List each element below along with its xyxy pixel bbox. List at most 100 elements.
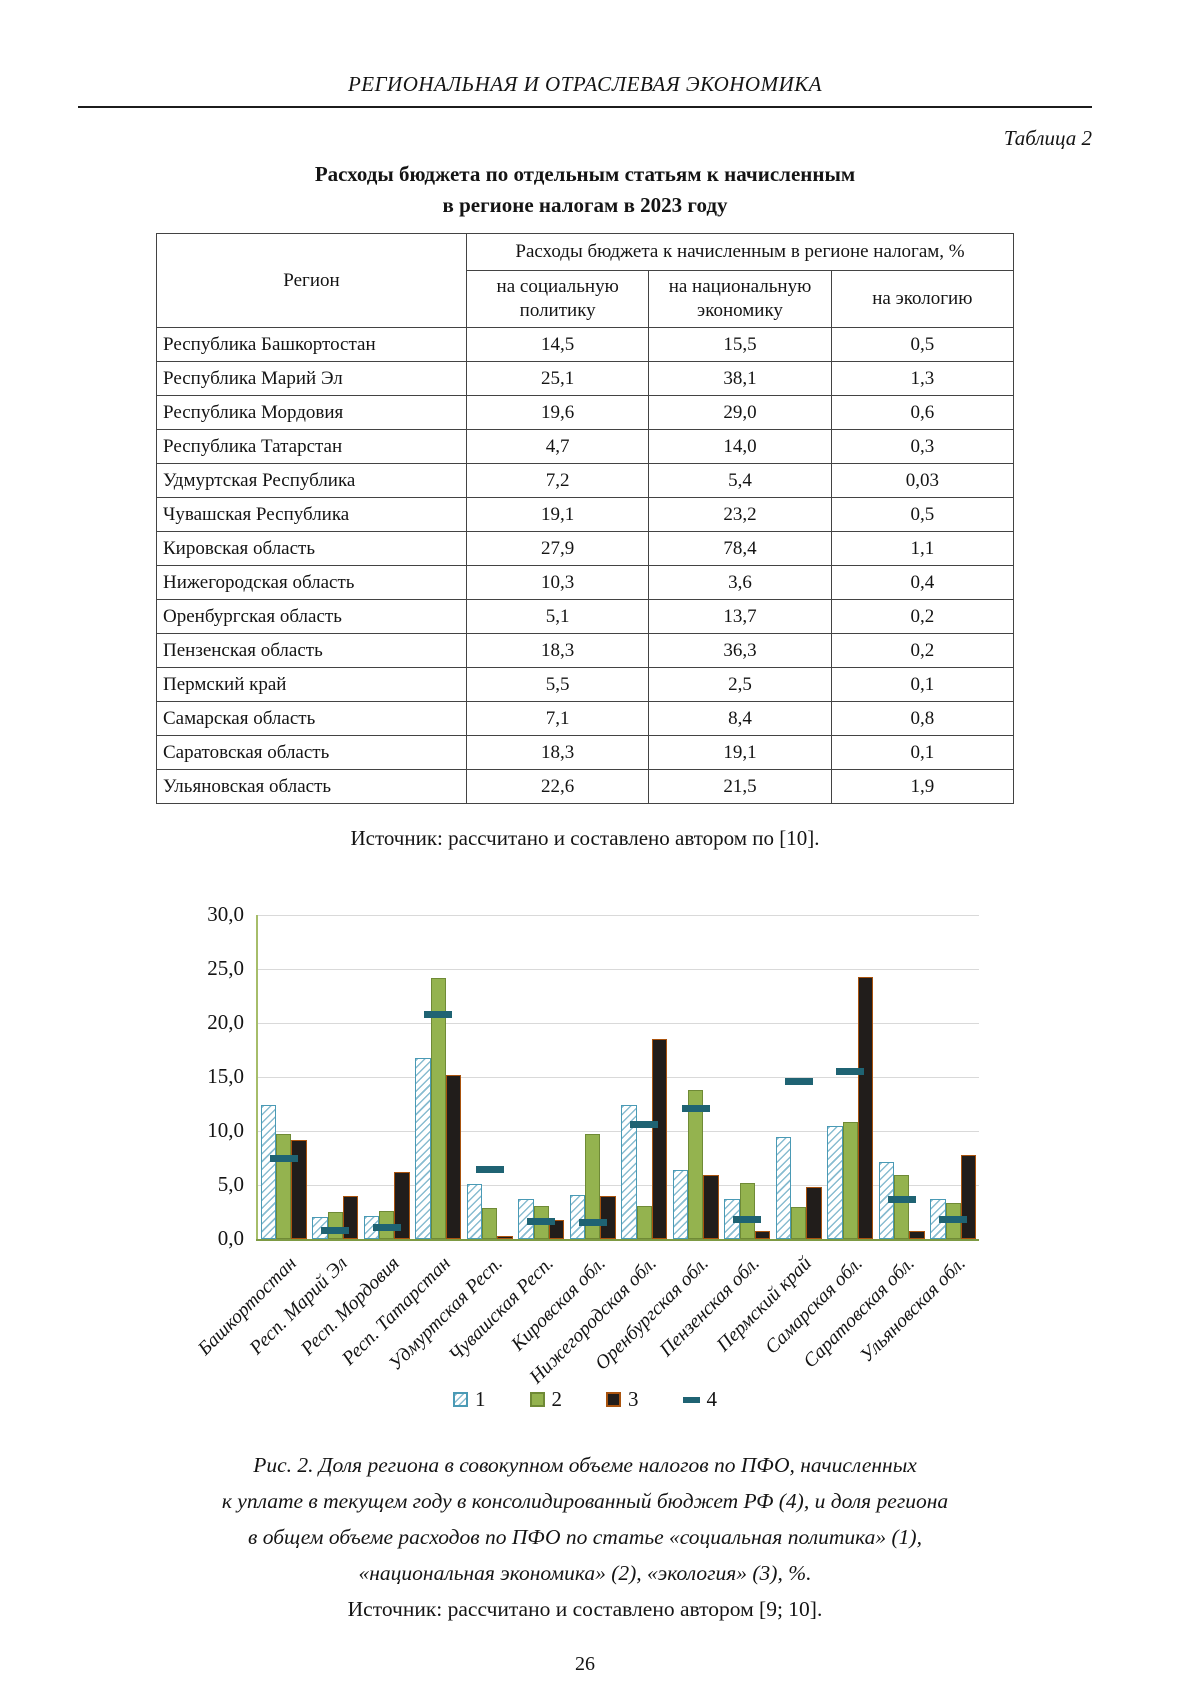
column-header-social: на социальную политику bbox=[465, 270, 650, 328]
legend-marker-icon bbox=[682, 1396, 700, 1403]
bar-series3 bbox=[445, 1074, 462, 1239]
bar-series1 bbox=[672, 1169, 689, 1239]
column-header-economy: на национальную экономику bbox=[648, 270, 832, 328]
caption-line: «национальная экономика» (2), «экология»… bbox=[358, 1561, 812, 1585]
dash-series4 bbox=[733, 1216, 762, 1224]
value-cell: 0,5 bbox=[830, 497, 1015, 532]
value-cell: 78,4 bbox=[648, 531, 832, 566]
legend-marker-icon bbox=[453, 1392, 468, 1407]
table-row: Республика Башкортостан 14,5 15,5 0,5 bbox=[156, 327, 1015, 362]
region-name-cell: Саратовская область bbox=[156, 735, 467, 770]
region-name-cell: Республика Татарстан bbox=[156, 429, 467, 464]
dash-series4 bbox=[269, 1154, 298, 1162]
table-title: Расходы бюджета по отдельным статьям к н… bbox=[78, 159, 1092, 221]
bar-series2 bbox=[276, 1134, 292, 1239]
dash-series4 bbox=[527, 1218, 556, 1226]
value-cell: 18,3 bbox=[465, 633, 650, 668]
dash-series4 bbox=[372, 1223, 401, 1231]
value-cell: 0,4 bbox=[830, 565, 1015, 600]
bar-series3 bbox=[857, 976, 874, 1239]
bar-series1 bbox=[415, 1057, 431, 1239]
region-name-cell: Нижегородская область bbox=[156, 565, 467, 600]
bar-series1 bbox=[827, 1125, 843, 1239]
chart-x-axis bbox=[256, 1239, 979, 1241]
dash-series4 bbox=[784, 1077, 813, 1085]
y-axis-tick-label: 25,0 bbox=[207, 956, 244, 980]
legend-marker-icon bbox=[529, 1392, 545, 1407]
region-name-cell: Удмуртская Республика bbox=[156, 463, 467, 498]
table-title-line1: Расходы бюджета по отдельным статьям к н… bbox=[314, 162, 856, 186]
legend-item-series3: 3 bbox=[606, 1387, 639, 1412]
table-row: Самарская область 7,1 8,4 0,8 bbox=[156, 701, 1015, 736]
y-axis-tick-label: 30,0 bbox=[207, 902, 244, 926]
budget-expense-table: Регион Расходы бюджета к начисленным в р… bbox=[156, 233, 1015, 804]
value-cell: 23,2 bbox=[648, 497, 832, 532]
region-name-cell: Пермский край bbox=[156, 667, 467, 702]
dash-series4 bbox=[939, 1216, 968, 1224]
bar-series3 bbox=[497, 1235, 513, 1239]
dash-series4 bbox=[424, 1010, 453, 1018]
table-row: Республика Мордовия 19,6 29,0 0,6 bbox=[156, 395, 1015, 430]
bar-series3 bbox=[291, 1139, 307, 1239]
value-cell: 19,1 bbox=[465, 497, 650, 532]
table-row: Пензенская область 18,3 36,3 0,2 bbox=[156, 633, 1015, 668]
bar-series3 bbox=[754, 1231, 771, 1239]
value-cell: 1,1 bbox=[830, 531, 1015, 566]
bar-series2 bbox=[842, 1122, 858, 1239]
value-cell: 27,9 bbox=[465, 531, 650, 566]
bar-series1 bbox=[569, 1194, 586, 1239]
bar-series2 bbox=[688, 1089, 704, 1239]
value-cell: 0,03 bbox=[830, 463, 1015, 498]
value-cell: 7,1 bbox=[465, 701, 650, 736]
legend-item-series1: 1 bbox=[453, 1387, 486, 1412]
region-name-cell: Республика Марий Эл bbox=[156, 361, 467, 396]
table-row: Нижегородская область 10,3 3,6 0,4 bbox=[156, 565, 1015, 600]
journal-section-header: РЕГИОНАЛЬНАЯ И ОТРАСЛЕВАЯ ЭКОНОМИКА bbox=[347, 72, 823, 96]
bar-series2 bbox=[327, 1212, 343, 1239]
y-axis-tick-label: 5,0 bbox=[217, 1172, 244, 1196]
figure-source-note: Источник: рассчитано и составлено авторо… bbox=[347, 1597, 823, 1621]
dash-series4 bbox=[475, 1166, 504, 1174]
value-cell: 18,3 bbox=[465, 735, 650, 770]
bar-series1 bbox=[466, 1183, 483, 1239]
bar-series1 bbox=[363, 1216, 380, 1239]
value-cell: 14,5 bbox=[465, 327, 650, 362]
bar-series2 bbox=[894, 1175, 910, 1239]
dash-series4 bbox=[578, 1219, 607, 1227]
table-row: Оренбургская область 5,1 13,7 0,2 bbox=[156, 599, 1015, 634]
y-axis-tick-label: 10,0 bbox=[207, 1118, 244, 1142]
caption-line: к уплате в текущем году в консолидирован… bbox=[221, 1489, 949, 1513]
value-cell: 0,6 bbox=[830, 395, 1015, 430]
value-cell: 3,6 bbox=[648, 565, 832, 600]
table-source-note: Источник: рассчитано и составлено авторо… bbox=[350, 826, 820, 850]
value-cell: 15,5 bbox=[648, 327, 832, 362]
y-axis-tick-label: 20,0 bbox=[207, 1010, 244, 1034]
legend-marker-icon bbox=[606, 1392, 621, 1407]
table-row: Кировская область 27,9 78,4 1,1 bbox=[156, 531, 1015, 566]
value-cell: 4,7 bbox=[465, 429, 650, 464]
table-row: Республика Татарстан 4,7 14,0 0,3 bbox=[156, 429, 1015, 464]
region-name-cell: Республика Мордовия bbox=[156, 395, 467, 430]
value-cell: 36,3 bbox=[648, 633, 832, 668]
value-cell: 1,9 bbox=[830, 769, 1015, 804]
value-cell: 22,6 bbox=[465, 769, 650, 804]
gridline bbox=[258, 1023, 979, 1024]
value-cell: 0,1 bbox=[830, 667, 1015, 702]
legend-label: 4 bbox=[706, 1387, 718, 1411]
value-cell: 2,5 bbox=[648, 667, 832, 702]
figure-caption: Рис. 2. Доля региона в совокупном объеме… bbox=[78, 1447, 1092, 1627]
legend-label: 3 bbox=[628, 1387, 639, 1411]
table-row: Ульяновская область 22,6 21,5 1,9 bbox=[156, 769, 1015, 804]
value-cell: 29,0 bbox=[648, 395, 832, 430]
value-cell: 13,7 bbox=[648, 599, 832, 634]
bar-series1 bbox=[621, 1105, 637, 1239]
table-row: Республика Марий Эл 25,1 38,1 1,3 bbox=[156, 361, 1015, 396]
caption-line: в общем объеме расходов по ПФО по статье… bbox=[248, 1525, 922, 1549]
bar-series3 bbox=[651, 1039, 668, 1239]
value-cell: 5,5 bbox=[465, 667, 650, 702]
value-cell: 38,1 bbox=[648, 361, 832, 396]
y-axis-tick-label: 15,0 bbox=[207, 1064, 244, 1088]
value-cell: 0,8 bbox=[830, 701, 1015, 736]
dash-series4 bbox=[836, 1068, 865, 1076]
value-cell: 0,5 bbox=[830, 327, 1015, 362]
